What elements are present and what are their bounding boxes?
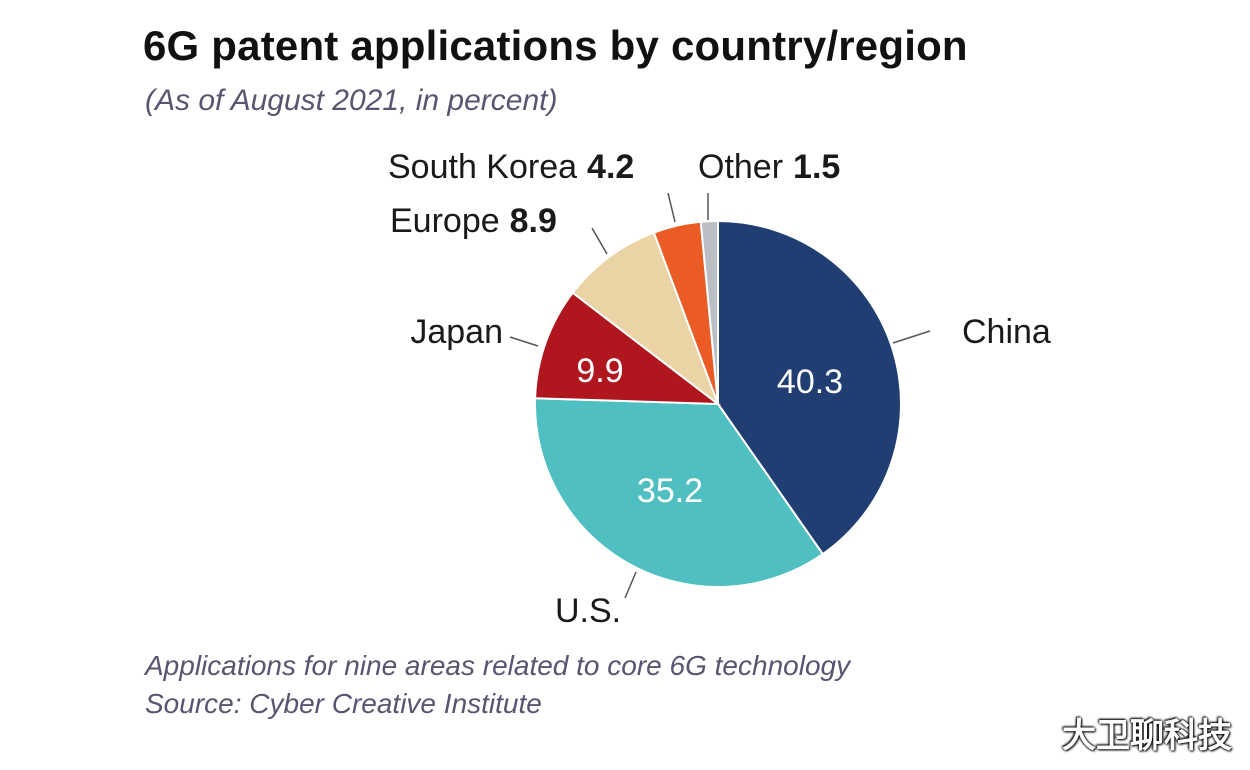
slice-name-europe: Europe (390, 202, 500, 240)
chart-title: 6G patent applications by country/region (143, 22, 968, 69)
slice-name-other: Other (698, 148, 783, 186)
slice-labels: China 40.3 U.S. 35.2 Japan 9.9 Europe 8.9 South … (388, 148, 1051, 630)
slice-value-japan: 9.9 (576, 352, 623, 390)
slice-label-japan: Japan (410, 313, 503, 351)
slice-value-china: 40.3 (777, 363, 843, 401)
slice-value-europe: 8.9 (510, 202, 557, 240)
pie-slice-u-s (534, 397, 825, 589)
pie-slices (534, 219, 903, 589)
slice-value-u-s: 35.2 (637, 472, 703, 510)
leader-line-china (892, 330, 931, 344)
pie-slice-europe (571, 231, 721, 407)
slice-label-south-korea: South Korea 4.2 (388, 148, 634, 186)
chart-note: Applications for nine areas related to c… (145, 650, 851, 681)
pie-slice-japan (534, 291, 722, 406)
chart-source: Source: Cyber Creative Institute (145, 688, 542, 719)
leader-line-u-s (624, 571, 637, 599)
slice-name-south-korea: South Korea (388, 148, 577, 186)
slice-value-other: 1.5 (793, 148, 840, 186)
chart-subtitle: (As of August 2021, in percent) (145, 84, 558, 117)
pie-slice-china (717, 219, 903, 556)
slice-name-china: China (962, 313, 1051, 351)
slice-label-other: Other 1.5 (698, 148, 840, 186)
leader-lines (509, 192, 931, 599)
watermark: 大卫聊科技 (1062, 717, 1232, 755)
slice-label-europe: Europe 8.9 (390, 202, 557, 240)
slice-value-south-korea: 4.2 (587, 148, 634, 186)
slice-label-china: China (962, 313, 1051, 351)
pie-slice-other (699, 219, 719, 405)
slice-label-u-s: U.S. (555, 592, 621, 630)
leader-line-europe (591, 227, 608, 255)
leader-line-south-korea (667, 192, 676, 223)
slice-name-japan: Japan (410, 313, 503, 351)
leader-line-japan (509, 336, 539, 347)
slice-name-u-s: U.S. (555, 592, 621, 630)
